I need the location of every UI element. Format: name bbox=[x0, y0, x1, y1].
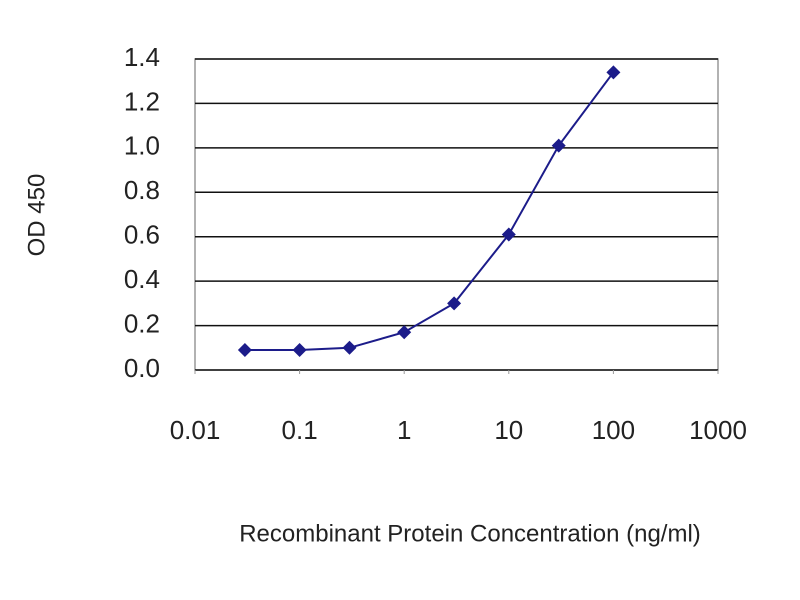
y-tick-label: 0.4 bbox=[124, 264, 160, 294]
x-tick-label: 1 bbox=[397, 415, 411, 445]
data-point bbox=[397, 325, 412, 340]
y-axis-title: OD 450 bbox=[23, 174, 50, 257]
x-tick-label: 0.01 bbox=[170, 415, 221, 445]
x-tick-label: 1000 bbox=[689, 415, 747, 445]
y-tick-label: 0.0 bbox=[124, 353, 160, 383]
y-tick-label: 1.0 bbox=[124, 131, 160, 161]
data-line bbox=[244, 71, 615, 352]
data-point bbox=[606, 65, 621, 80]
plot-frame bbox=[194, 58, 719, 371]
x-axis-title: Recombinant Protein Concentration (ng/ml… bbox=[239, 520, 701, 547]
data-point bbox=[237, 343, 252, 358]
y-tick-label: 0.6 bbox=[124, 220, 160, 250]
y-tick-label: 0.8 bbox=[124, 175, 160, 205]
data-point bbox=[292, 343, 307, 358]
data-point bbox=[447, 296, 462, 311]
y-tick-label: 0.2 bbox=[124, 308, 160, 338]
data-point bbox=[501, 227, 516, 242]
data-point bbox=[551, 138, 566, 153]
data-point bbox=[342, 340, 357, 355]
y-tick-label: 1.4 bbox=[124, 42, 160, 72]
x-tick-label: 10 bbox=[494, 415, 523, 445]
x-tick-label: 0.1 bbox=[282, 415, 318, 445]
y-tick-label: 1.2 bbox=[124, 86, 160, 116]
x-tick-label: 100 bbox=[592, 415, 635, 445]
